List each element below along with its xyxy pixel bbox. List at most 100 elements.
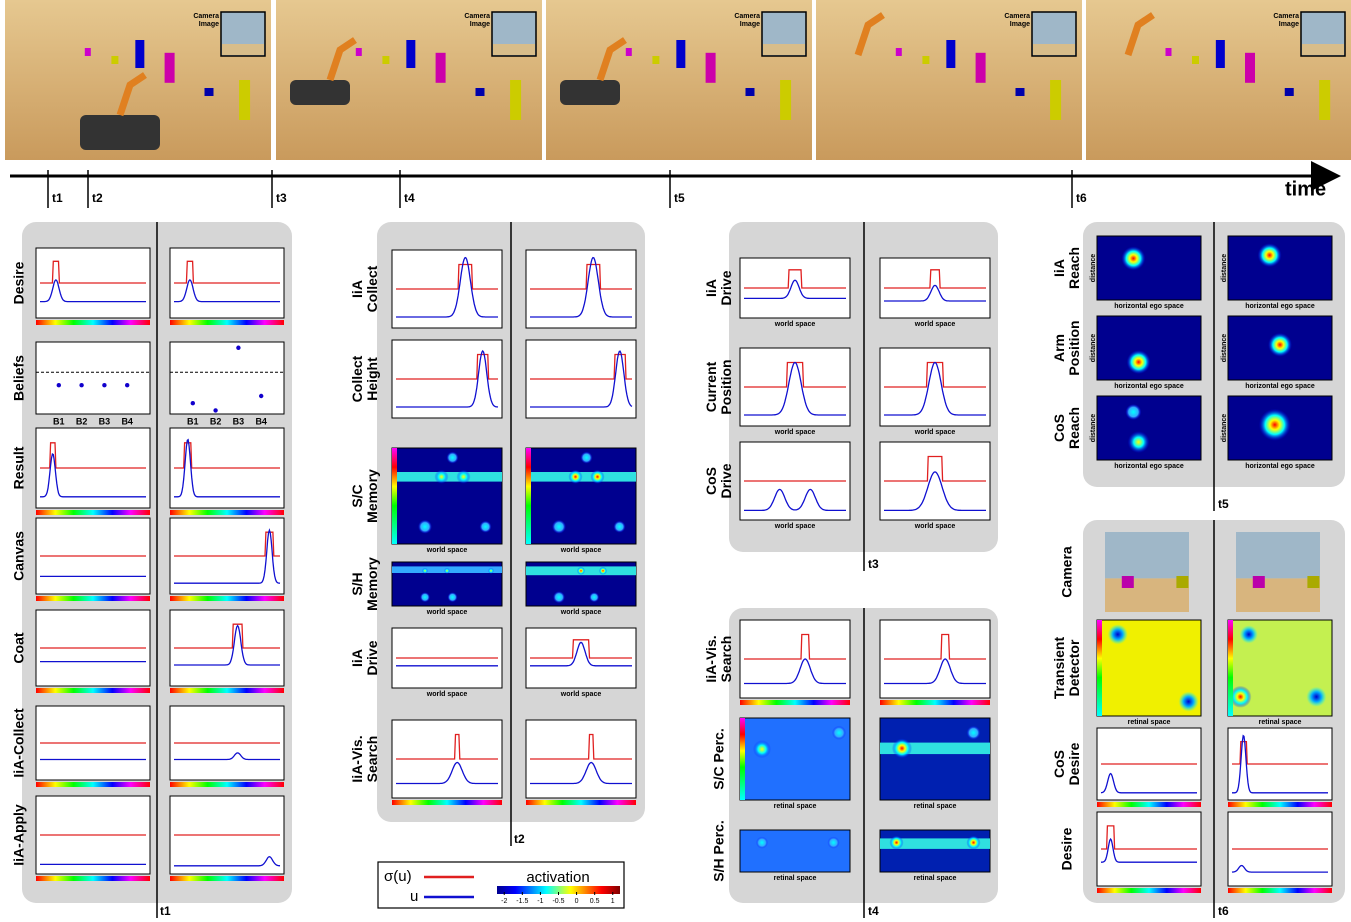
robot-base — [290, 80, 350, 105]
x-axis-label: world space — [560, 609, 602, 616]
x-axis-label: world space — [426, 691, 468, 698]
blob — [1258, 243, 1282, 267]
time-axis-label: time — [1285, 178, 1326, 200]
row-label: Search — [364, 736, 380, 783]
colorbar-tick-label: -1 — [537, 898, 543, 905]
time-label: t5 — [1218, 497, 1229, 511]
color-strip — [740, 700, 850, 705]
blob — [599, 567, 607, 575]
blob — [569, 470, 583, 484]
blob — [832, 726, 846, 740]
color-strip — [526, 448, 531, 544]
blob — [828, 837, 840, 849]
block — [976, 53, 986, 83]
color-strip — [392, 800, 502, 805]
blob — [447, 452, 459, 464]
blob — [967, 726, 981, 740]
inset-label: Camera — [193, 13, 219, 20]
blob — [581, 452, 593, 464]
color-strip — [170, 320, 284, 325]
colorbar-tick-label: -2 — [501, 898, 507, 905]
cube — [1253, 576, 1265, 588]
row-label: Canvas — [11, 531, 27, 581]
x-axis-label: retinal space — [1259, 719, 1302, 726]
blob — [1268, 333, 1292, 357]
x-axis-label: retinal space — [774, 803, 817, 810]
y-axis-label: distance — [1221, 334, 1228, 363]
row-label: Desire — [1066, 742, 1082, 785]
blob — [1179, 692, 1199, 712]
blob — [444, 568, 450, 574]
row-label: Transient — [1051, 637, 1067, 700]
block — [1245, 53, 1255, 83]
time-label: t1 — [160, 904, 171, 918]
row-label: IiA — [703, 279, 719, 297]
color-strip — [170, 510, 284, 515]
blob — [1306, 687, 1326, 707]
row-label: IiA-Vis. — [703, 635, 719, 682]
row-label: Drive — [718, 463, 734, 498]
row-label: Beliefs — [11, 355, 27, 401]
block — [746, 88, 755, 96]
block — [922, 56, 929, 64]
heatmap — [1097, 236, 1201, 300]
belief-dot — [125, 383, 129, 387]
block — [356, 48, 362, 56]
blob — [435, 470, 449, 484]
blob — [756, 837, 768, 849]
legend-label: u — [410, 888, 418, 905]
x-axis-label: horizontal ego space — [1245, 383, 1315, 390]
block — [626, 48, 632, 56]
row-label: Detector — [1066, 639, 1082, 696]
blob — [457, 470, 471, 484]
row-label: Arm — [1051, 334, 1067, 362]
camera-sky — [1236, 532, 1320, 578]
belief-label: B2 — [210, 416, 222, 426]
blob — [890, 836, 904, 850]
belief-dot — [79, 383, 83, 387]
belief-dot — [191, 401, 195, 405]
heatmap — [740, 830, 850, 872]
belief-label: B3 — [99, 416, 111, 426]
block — [476, 88, 485, 96]
blob — [1127, 350, 1151, 374]
blob — [418, 520, 432, 534]
x-axis-label: horizontal ego space — [1245, 463, 1315, 470]
cube — [1122, 576, 1134, 588]
x-axis-label: world space — [774, 429, 816, 436]
row-label: Result — [11, 446, 27, 489]
block — [436, 53, 446, 83]
x-axis-label: retinal space — [774, 875, 817, 882]
x-axis-label: world space — [774, 321, 816, 328]
time-label: t5 — [674, 191, 685, 205]
belief-label: B3 — [233, 416, 245, 426]
block — [676, 40, 685, 68]
row-label: CoS — [703, 467, 719, 495]
row-label: IiA-Vis. — [349, 735, 365, 782]
row-label: Desire — [11, 261, 27, 304]
y-axis-label: distance — [1221, 414, 1228, 443]
inset-label: Camera — [1273, 13, 1299, 20]
cube — [1307, 576, 1319, 588]
row-label: Current — [703, 361, 719, 412]
belief-dot — [57, 383, 61, 387]
belief-label: B1 — [53, 416, 65, 426]
row-label: S/H Perc. — [711, 820, 727, 881]
x-axis-label: retinal space — [914, 875, 957, 882]
block — [1050, 80, 1061, 120]
blob — [553, 591, 565, 603]
blob — [614, 521, 626, 533]
blob — [1125, 404, 1141, 420]
x-axis-label: world space — [914, 429, 956, 436]
inset-label: Image — [1010, 21, 1030, 28]
time-label: t2 — [514, 832, 525, 846]
color-strip — [1097, 620, 1102, 716]
plot-frame — [36, 342, 150, 414]
colorbar-title: activation — [526, 869, 589, 886]
color-strip — [880, 700, 990, 705]
color-strip — [36, 510, 150, 515]
colorbar-tick-label: 1 — [611, 898, 615, 905]
blob — [967, 836, 981, 850]
time-label: t1 — [52, 191, 63, 205]
block — [135, 40, 144, 68]
